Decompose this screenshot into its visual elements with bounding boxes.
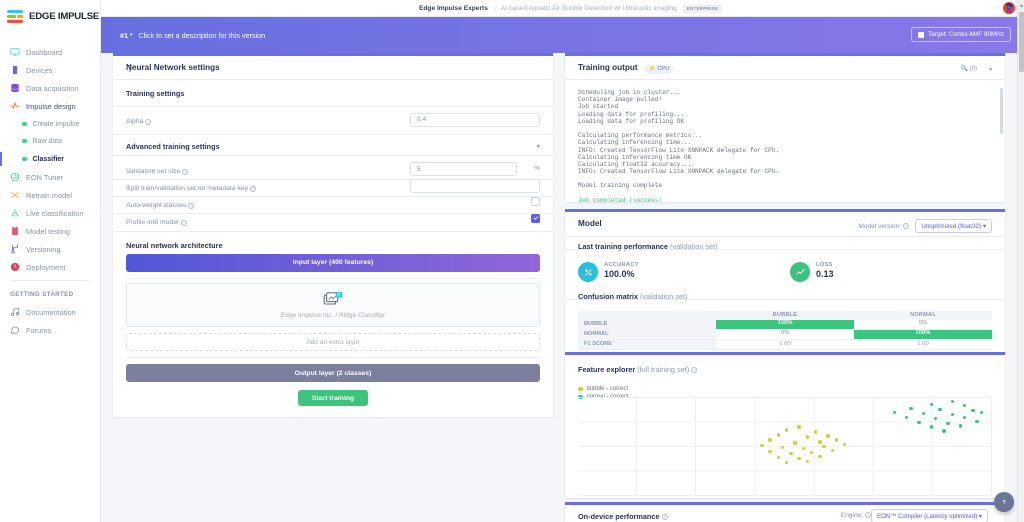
- svg-text:?: ?: [1002, 500, 1005, 506]
